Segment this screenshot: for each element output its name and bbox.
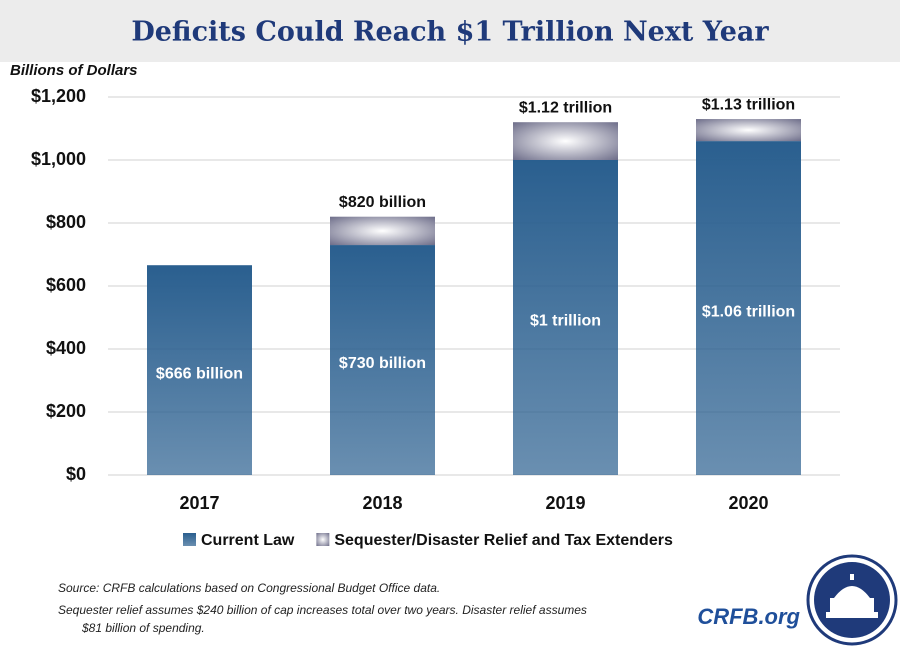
chart-title: Deficits Could Reach $1 Trillion Next Ye… [131, 17, 769, 48]
y-tick-label: $800 [46, 212, 86, 232]
total-label: $1.12 trillion [519, 99, 612, 116]
bar-segment [330, 216, 435, 246]
header-band [0, 0, 900, 62]
x-tick-label: 2017 [179, 493, 219, 513]
logo [806, 554, 898, 646]
bar-segment [696, 119, 801, 142]
note: Sequester relief assumes $240 billion of… [58, 603, 587, 617]
x-tick-label: 2019 [545, 493, 585, 513]
source-note: Source: CRFB calculations based on Congr… [58, 581, 440, 595]
y-tick-label: $200 [46, 401, 86, 421]
x-tick-label: 2020 [728, 493, 768, 513]
value-label: $1.06 trillion [702, 303, 795, 320]
legend-swatch [183, 533, 196, 546]
y-axis-label: Billions of Dollars [10, 62, 138, 79]
y-tick-label: $1,200 [31, 86, 86, 106]
legend-swatch [316, 533, 330, 546]
y-tick-label: $0 [66, 464, 86, 484]
y-tick-label: $1,000 [31, 149, 86, 169]
value-label: $666 billion [156, 365, 243, 382]
y-tick-label: $400 [46, 338, 86, 358]
bar-segment [513, 160, 618, 475]
brand: CRFB.org [697, 604, 800, 629]
total-label: $1.13 trillion [702, 96, 795, 113]
y-tick-label: $600 [46, 275, 86, 295]
bar-segment [696, 141, 801, 475]
total-label: $820 billion [339, 194, 426, 211]
bar-segment [147, 265, 252, 475]
value-label: $730 billion [339, 355, 426, 372]
legend-label: Sequester/Disaster Relief and Tax Extend… [334, 532, 673, 549]
bar-segment [513, 122, 618, 160]
legend-label: Current Law [201, 532, 295, 549]
note: $81 billion of spending. [81, 621, 205, 635]
value-label: $1 trillion [530, 313, 601, 330]
bar-segment [330, 245, 435, 475]
x-tick-label: 2018 [362, 493, 402, 513]
